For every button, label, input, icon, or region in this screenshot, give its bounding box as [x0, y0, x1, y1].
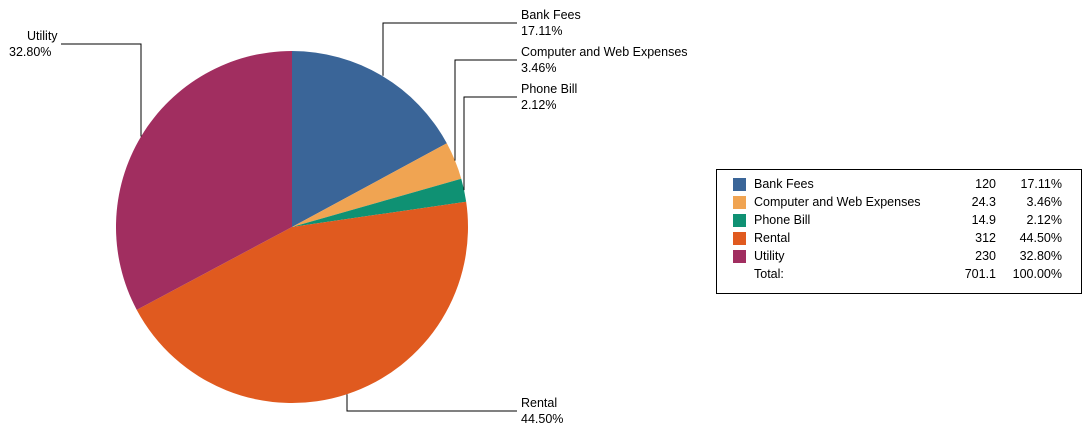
legend-row-phone-bill: Phone Bill 14.9 2.12%: [733, 211, 1081, 229]
legend-value: 230: [975, 249, 996, 263]
pie-slice-bank-fees: [292, 51, 447, 227]
legend-swatch: [733, 177, 746, 191]
legend-percent: 3.46%: [1026, 195, 1062, 209]
leader-line-computer-web: [454, 59, 517, 161]
legend-percent: 2.12%: [1026, 213, 1062, 227]
legend-swatch-empty: [733, 268, 746, 281]
legend-swatch: [733, 249, 746, 263]
pie-slice-phone-bill: [292, 178, 467, 227]
slice-label-utility: Utility: [27, 29, 58, 43]
slice-label-bank-fees: Bank Fees: [521, 8, 581, 22]
leader-line-rental: [346, 394, 517, 412]
legend-row-computer-web: Computer and Web Expenses 24.3 3.46%: [733, 193, 1081, 211]
legend-name: Phone Bill: [754, 213, 811, 227]
legend-name: Bank Fees: [754, 177, 814, 191]
legend-total-value: 701.1: [964, 267, 996, 281]
legend-swatch: [733, 213, 746, 227]
slice-percent-utility: 32.80%: [9, 45, 51, 59]
legend-value: 14.9: [971, 213, 996, 227]
slice-percent-phone-bill: 2.12%: [521, 98, 556, 112]
legend-percent: 17.11%: [1020, 177, 1062, 191]
slice-percent-rental: 44.50%: [521, 412, 563, 426]
leader-line-phone-bill: [463, 96, 517, 191]
legend-row-bank-fees: Bank Fees 120 17.11%: [733, 175, 1081, 193]
leader-lines: [61, 22, 517, 412]
legend-total-percent: 100.00%: [1012, 267, 1062, 281]
slice-labels: Bank Fees 17.11% Computer and Web Expens…: [9, 8, 688, 426]
legend-name: Computer and Web Expenses: [754, 195, 921, 209]
slice-percent-bank-fees: 17.11%: [521, 24, 562, 38]
slice-label-rental: Rental: [521, 396, 557, 410]
legend: Bank Fees 120 17.11% Computer and Web Ex…: [716, 169, 1082, 294]
legend-row-total: Total: 701.1 100.00%: [733, 265, 1081, 283]
legend-name: Rental: [754, 231, 791, 245]
pie-slice-utility: [116, 51, 292, 310]
legend-swatch: [733, 195, 746, 209]
slice-percent-computer-web: 3.46%: [521, 61, 556, 75]
pie-slice-computer-web: [292, 143, 462, 227]
pie-slices: [116, 51, 468, 403]
legend-value: 120: [975, 177, 996, 191]
legend-swatch: [733, 231, 746, 245]
slice-label-phone-bill: Phone Bill: [521, 82, 577, 96]
legend-row-rental: Rental 312 44.50%: [733, 229, 1081, 247]
pie-slice-rental: [136, 201, 468, 403]
legend-row-utility: Utility 230 32.80%: [733, 247, 1081, 265]
leader-line-utility: [61, 43, 142, 137]
leader-line-bank-fees: [382, 22, 517, 76]
legend-name: Utility: [754, 249, 785, 263]
legend-percent: 44.50%: [1019, 231, 1062, 245]
legend-value: 312: [975, 231, 996, 245]
slice-label-computer-web: Computer and Web Expenses: [521, 45, 688, 59]
legend-total-label: Total:: [754, 267, 784, 281]
legend-value: 24.3: [971, 195, 996, 209]
legend-percent: 32.80%: [1019, 249, 1062, 263]
